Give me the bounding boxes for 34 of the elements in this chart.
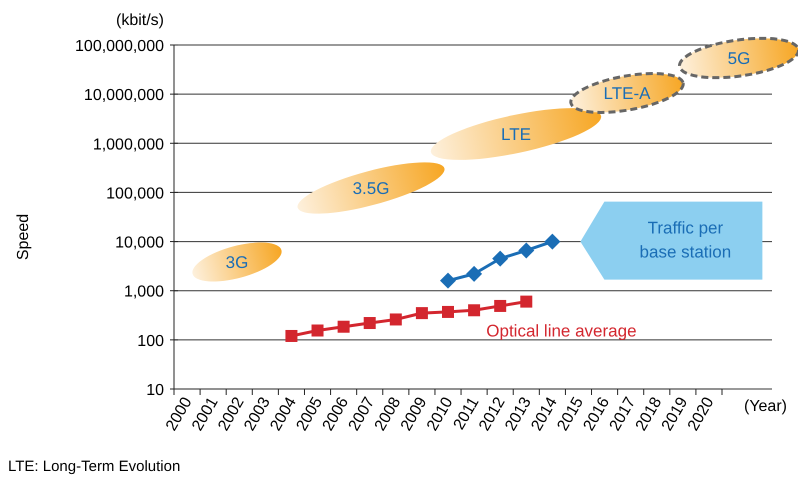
y-axis-title: Speed <box>15 214 32 260</box>
point <box>442 306 454 318</box>
y-tick-label: 1,000,000 <box>92 136 164 154</box>
point <box>494 300 506 312</box>
text: LTE: Long-Term Evolution <box>8 458 180 475</box>
annotation: LTE <box>501 125 531 144</box>
y-tick-label: 10,000 <box>115 234 164 252</box>
x-axis-title: (Year) <box>744 398 787 415</box>
point <box>440 272 456 289</box>
point <box>468 304 480 316</box>
y-tick-label: 10 <box>146 382 164 399</box>
y-tick-label: 10,000,000 <box>84 87 164 104</box>
y-tick-label: 1,000 <box>124 284 164 301</box>
point <box>466 266 482 282</box>
point <box>312 324 324 337</box>
text: 5G <box>728 49 750 68</box>
point <box>364 317 376 330</box>
annotation: LTE-A <box>604 84 652 103</box>
y-tick-label: 100,000,000 <box>75 38 164 55</box>
point <box>338 320 350 333</box>
annotation: 3G <box>226 253 248 272</box>
point <box>492 250 508 267</box>
point <box>416 307 428 320</box>
point <box>518 242 534 258</box>
series-label: Optical line average <box>486 322 637 341</box>
y-tick-label: 100,000 <box>106 185 164 202</box>
point <box>390 313 402 326</box>
text: Traffic per base station <box>640 218 732 262</box>
text: (kbit/s) <box>116 12 164 29</box>
y-tick-label: 100 <box>137 332 164 350</box>
point <box>285 330 298 342</box>
point <box>520 296 532 308</box>
annotation: 3.5G <box>352 179 390 198</box>
point <box>544 234 560 250</box>
